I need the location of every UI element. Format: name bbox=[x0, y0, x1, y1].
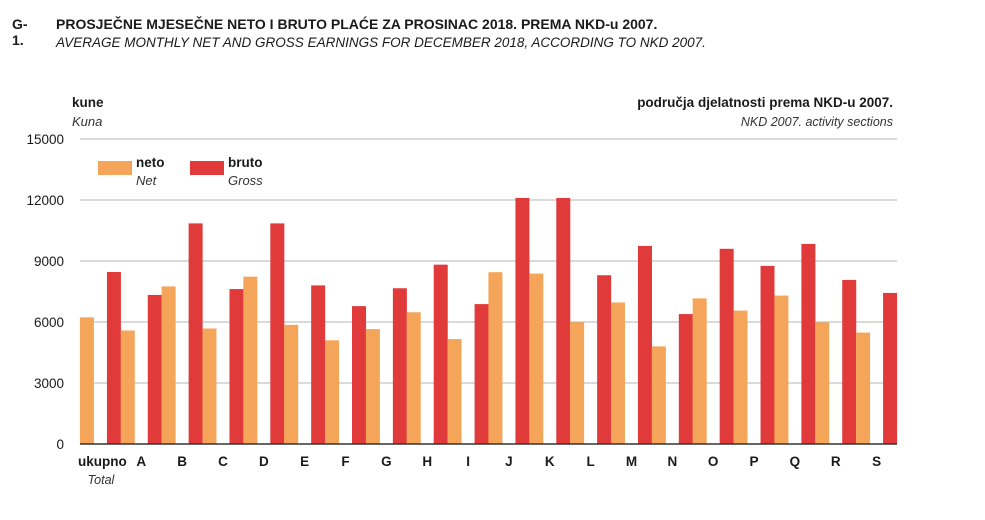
bars bbox=[79, 197, 898, 444]
figure-subtitle: AVERAGE MONTHLY NET AND GROSS EARNINGS F… bbox=[56, 35, 706, 50]
bar-net-G bbox=[365, 329, 380, 444]
bar-net-R bbox=[815, 322, 830, 444]
x-tick-label: B bbox=[177, 454, 187, 469]
bar-net-S bbox=[856, 332, 871, 444]
legend-label-net-en: Net bbox=[136, 173, 158, 188]
bar-gross-M bbox=[637, 245, 652, 444]
bar-gross-F bbox=[352, 306, 367, 444]
legend-swatch-net bbox=[98, 161, 132, 175]
x-tick-label: R bbox=[831, 454, 841, 469]
bar-net-E bbox=[284, 324, 299, 444]
x-tick-label: ukupno bbox=[78, 454, 127, 469]
bar-gross-K bbox=[556, 197, 571, 444]
bar-gross-D bbox=[270, 223, 285, 444]
bar-net-J bbox=[488, 272, 503, 444]
y-axis-label-en: Kuna bbox=[72, 114, 102, 129]
x-tick-label: H bbox=[422, 454, 432, 469]
bar-gross-R bbox=[842, 279, 857, 444]
x-tick-label: F bbox=[341, 454, 349, 469]
legend-swatch-gross bbox=[190, 161, 224, 175]
bar-gross-C bbox=[229, 289, 244, 444]
bar-net-M bbox=[610, 302, 625, 444]
figure-title: PROSJEČNE MJESEČNE NETO I BRUTO PLAĆE ZA… bbox=[56, 16, 658, 32]
x-axis-label-en: NKD 2007. activity sections bbox=[741, 115, 893, 129]
x-tick-label: Q bbox=[790, 454, 801, 469]
x-tick-label: O bbox=[708, 454, 719, 469]
x-tick-label: J bbox=[505, 454, 513, 469]
legend-label-net: neto bbox=[136, 155, 165, 170]
x-tick-label: N bbox=[667, 454, 677, 469]
bar-net-D bbox=[243, 276, 258, 444]
bar-net-P bbox=[733, 310, 748, 444]
bar-net-Q bbox=[774, 295, 789, 444]
bar-gross-H bbox=[433, 264, 448, 444]
figure-code: G-1. bbox=[12, 16, 28, 48]
bar-net-B bbox=[161, 286, 176, 444]
x-tick-label: C bbox=[218, 454, 228, 469]
y-tick-label: 15000 bbox=[26, 132, 64, 147]
bar-net-L bbox=[570, 322, 585, 444]
y-axis-label: kune bbox=[72, 95, 104, 110]
x-tick-label-total-en: Total bbox=[88, 473, 116, 487]
bar-net-N bbox=[651, 346, 666, 444]
x-axis-label: područja djelatnosti prema NKD-u 2007. bbox=[637, 95, 893, 110]
bar-net-C bbox=[202, 328, 217, 444]
bar-gross-J bbox=[515, 197, 530, 444]
legend: neto Net bruto Gross bbox=[98, 155, 263, 188]
y-tick-label: 6000 bbox=[34, 315, 64, 330]
y-tick-label: 9000 bbox=[34, 254, 64, 269]
bar-gross-A bbox=[147, 294, 162, 444]
bar-gross-Q bbox=[801, 243, 816, 444]
x-tick-label: P bbox=[750, 454, 759, 469]
bar-gross-N bbox=[678, 314, 693, 444]
x-tick-label: M bbox=[626, 454, 637, 469]
bar-net-K bbox=[529, 273, 544, 444]
bar-net-H bbox=[406, 312, 421, 444]
x-tick-label: L bbox=[587, 454, 595, 469]
x-tick-label: D bbox=[259, 454, 269, 469]
y-tick-label: 12000 bbox=[26, 193, 64, 208]
bar-gross-S bbox=[883, 292, 898, 444]
bar-gross-I bbox=[474, 304, 489, 444]
bar-gross-E bbox=[311, 285, 326, 444]
bar-net-I bbox=[447, 339, 462, 444]
legend-label-gross: bruto bbox=[228, 155, 263, 170]
bar-gross-ukupno bbox=[106, 271, 121, 444]
bar-net-ukupno bbox=[79, 317, 94, 444]
x-tick-label: S bbox=[872, 454, 881, 469]
bar-gross-L bbox=[597, 275, 612, 444]
bar-gross-G bbox=[392, 288, 407, 444]
bar-net-F bbox=[325, 340, 340, 444]
x-tick-label: I bbox=[466, 454, 470, 469]
bar-net-A bbox=[120, 330, 135, 444]
x-tick-label: E bbox=[300, 454, 309, 469]
bar-gross-P bbox=[760, 265, 775, 444]
y-tick-label: 3000 bbox=[34, 376, 64, 391]
bar-gross-B bbox=[188, 223, 203, 444]
bar-gross-O bbox=[719, 248, 734, 444]
x-tick-label: K bbox=[545, 454, 555, 469]
legend-label-gross-en: Gross bbox=[228, 173, 263, 188]
x-tick-label: A bbox=[136, 454, 146, 469]
x-tick-label: G bbox=[381, 454, 392, 469]
y-tick-labels: 0 3000 6000 9000 12000 15000 bbox=[26, 132, 64, 452]
bar-net-O bbox=[692, 298, 707, 444]
y-tick-label: 0 bbox=[56, 437, 64, 452]
x-tick-labels: ukupno A B C D E F G H I J K L M N O P Q R S bbox=[78, 454, 881, 469]
